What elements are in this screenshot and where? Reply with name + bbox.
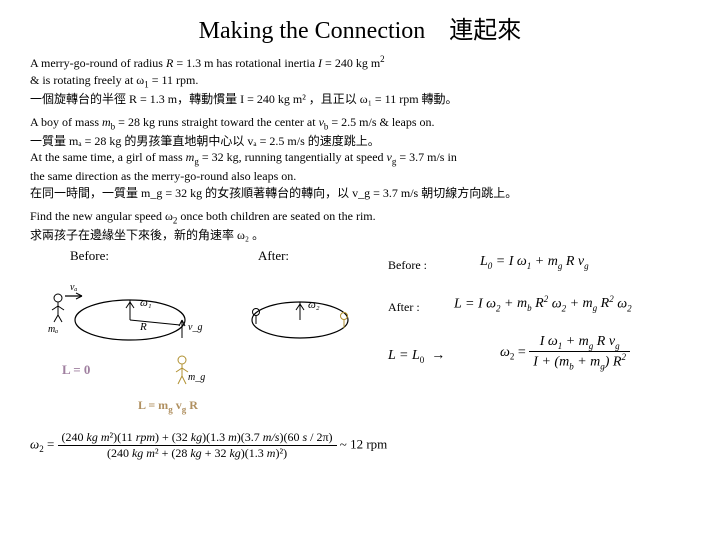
var-mg: m — [186, 150, 195, 164]
text-cn: 一個旋轉台的半徑 R = 1.3 m，轉動慣量 I = 240 kg m² ，且… — [30, 92, 458, 106]
paragraph-1: A merry-go-round of radius R = 1.3 m has… — [30, 53, 690, 108]
svg-text:mₐ: mₐ — [48, 324, 58, 335]
var-mb: m — [102, 115, 111, 129]
L-zero-label: L = 0 — [62, 362, 90, 378]
text: = 3.7 m/s in — [396, 150, 456, 164]
svg-text:m_g: m_g — [188, 372, 205, 383]
svg-text:ω₂: ω₂ — [308, 299, 320, 311]
page-title: Making the Connection 連起來 — [30, 10, 690, 45]
text: = 2.5 m/s & leaps on. — [328, 115, 434, 129]
text-cn: 在同一時間，一質量 m_g = 32 kg 的女孩順著轉台的轉向，以 v_g =… — [30, 186, 517, 200]
text: A merry-go-round of radius — [30, 56, 166, 70]
paragraph-3: Find the new angular speed ω2 once both … — [30, 208, 690, 244]
text: = 28 kg runs straight toward the center … — [115, 115, 318, 129]
text: = 1.3 m has rotational inertia — [173, 56, 318, 70]
arrow: → — [431, 348, 445, 363]
text: = 32 kg, running tangentially at speed — [199, 150, 387, 164]
text: = 240 kg m — [322, 56, 380, 70]
svg-text:vₐ: vₐ — [70, 282, 77, 293]
text: At the same time, a girl of mass — [30, 150, 186, 164]
text: once both children are seated on the rim… — [177, 209, 375, 223]
equation-L: L = I ω2 + mb R2 ω2 + mg R2 ω2 — [454, 294, 632, 313]
omega-solution: ω2 = I ω1 + mg R vg I + (mb + mg) R2 — [500, 334, 630, 371]
text: Find the new angular speed ω — [30, 209, 173, 223]
sup: 2 — [380, 54, 385, 64]
diagram-svg: ω₁ R vₐ mₐ v_g m_g ω₂ — [30, 260, 370, 420]
text-cn: 一質量 mₐ = 28 kg 的男孩筆直地朝中心以 vₐ = 2.5 m/s 的… — [30, 134, 380, 148]
paragraph-2: A boy of mass mb = 28 kg runs straight t… — [30, 114, 690, 202]
diagram-area: Before: After: ω₁ R vₐ mₐ v_g m_g — [30, 250, 690, 420]
svg-text:ω₁: ω₁ — [140, 297, 152, 309]
text: & is rotating freely at ω — [30, 73, 144, 87]
text: A boy of mass — [30, 115, 102, 129]
before-label: Before : — [388, 258, 427, 273]
final-equation: ω2 = (240 kg m²)(11 rpm) + (32 kg)(1.3 m… — [30, 420, 690, 500]
equation-L0: L0 = I ω1 + mg R vg — [480, 254, 589, 271]
text-cn: 求兩孩子在邊緣坐下來後，新的角速率 ω₂ 。 — [30, 228, 264, 242]
arrow-icon: L = L0 → — [388, 348, 445, 365]
final-result: ~ 12 rpm — [340, 436, 387, 451]
svg-text:R: R — [139, 321, 147, 333]
after-label: After : — [388, 300, 420, 315]
text: the same direction as the merry-go-round… — [30, 169, 296, 183]
text: = 11 rpm. — [149, 73, 199, 87]
svg-text:v_g: v_g — [188, 322, 202, 333]
L-mgvr-label: L = mg vg R — [138, 398, 198, 414]
